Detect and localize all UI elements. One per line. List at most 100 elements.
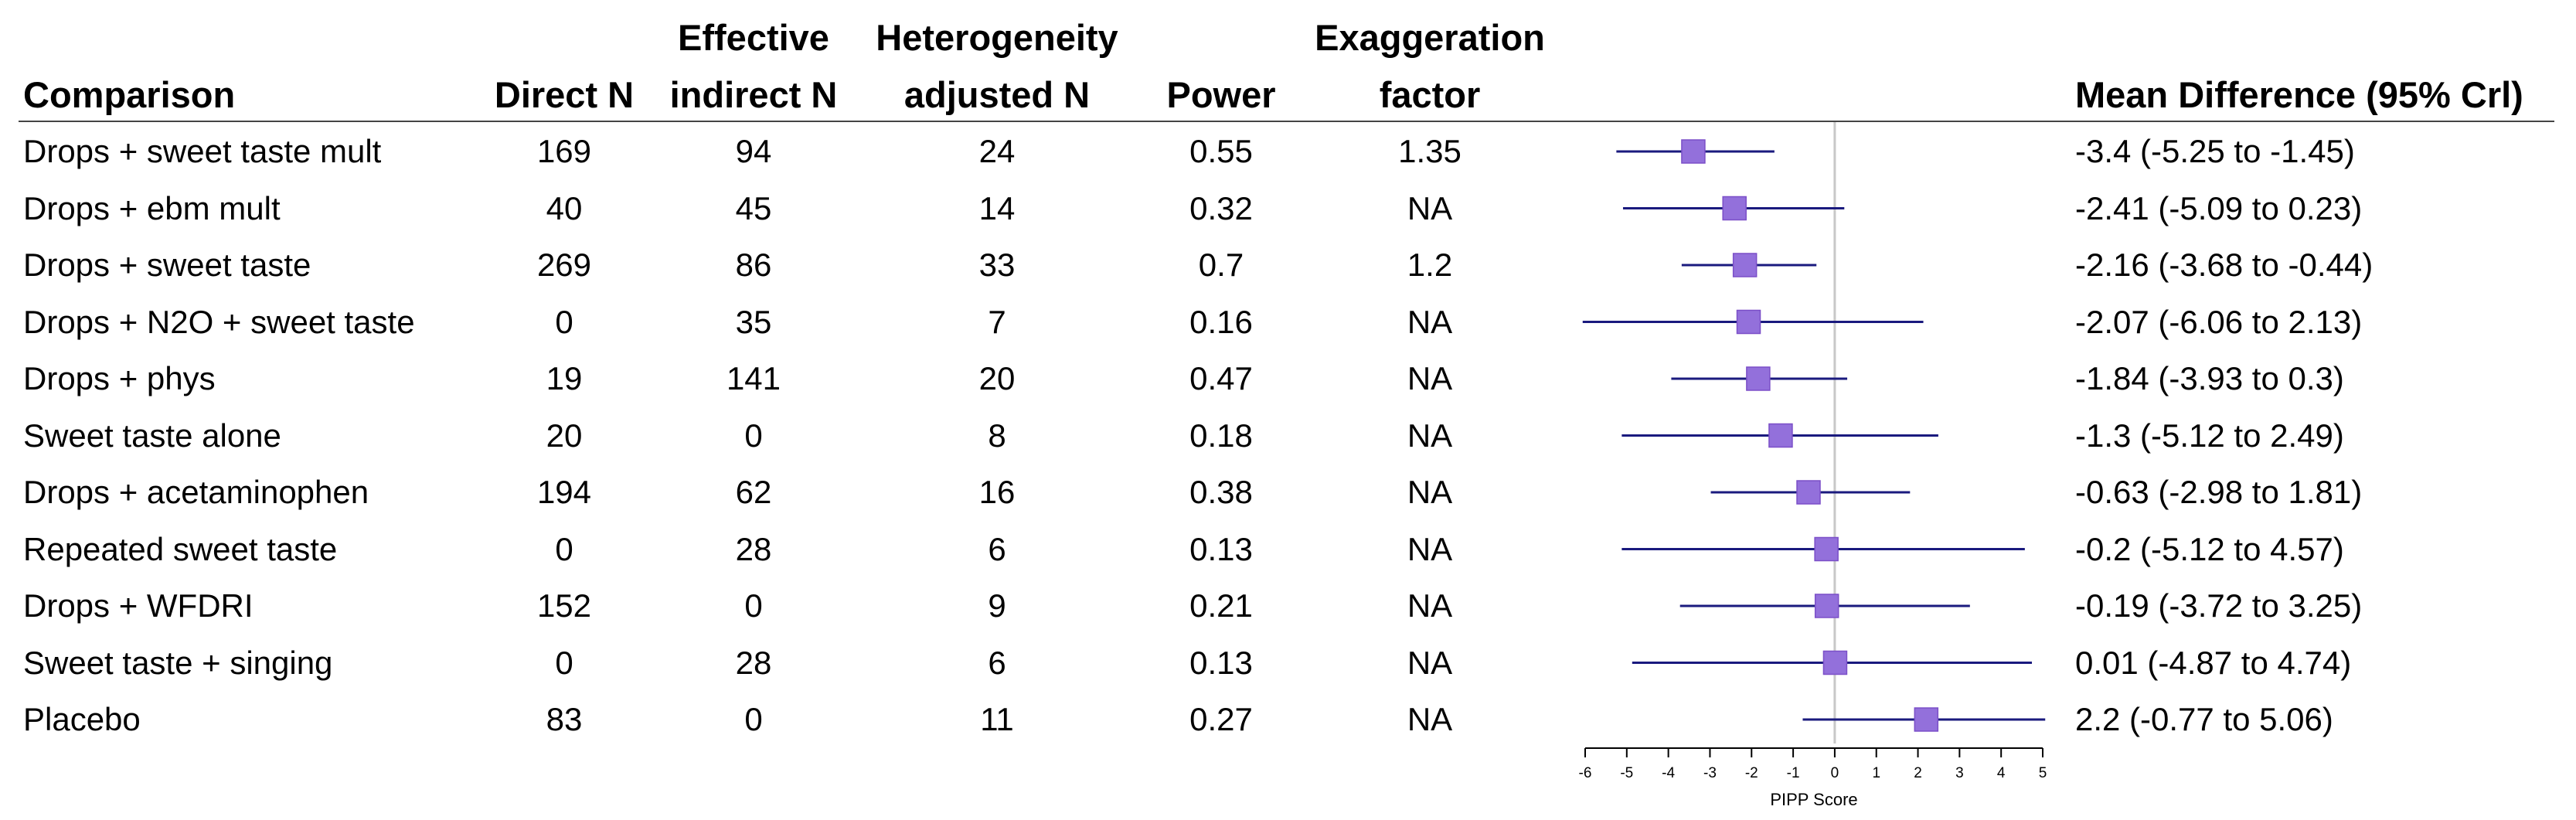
cell-heterogeneity-adjusted-n: 33: [978, 247, 1016, 283]
cell-exaggeration-factor: NA: [1407, 417, 1453, 454]
cell-effective-indirect-n: 35: [735, 303, 772, 340]
cell-effective-indirect-n: 141: [726, 360, 781, 396]
x-tick-label: 0: [1831, 765, 1839, 781]
cell-mean-difference: -1.3 (-5.12 to 2.49): [2075, 417, 2344, 454]
header-comparison: Comparison: [23, 74, 236, 115]
cell-effective-indirect-n: 94: [735, 133, 772, 169]
forest-marks: [1582, 139, 2046, 732]
cell-comparison: Drops + N2O + sweet taste: [23, 303, 415, 340]
header-effective-indirect-n: Effective indirect N: [657, 9, 850, 124]
estimate-marker: [1768, 423, 1793, 448]
cell-exaggeration-factor: 1.35: [1398, 133, 1462, 169]
x-tick-label: 3: [1955, 765, 1964, 781]
estimate-marker: [1736, 309, 1761, 335]
cell-mean-difference: -0.63 (-2.98 to 1.81): [2075, 474, 2363, 510]
header-power: Power: [1166, 74, 1276, 115]
cell-mean-difference: -0.2 (-5.12 to 4.57): [2075, 530, 2344, 567]
cell-power: 0.21: [1189, 587, 1253, 624]
cell-heterogeneity-adjusted-n: 6: [988, 644, 1006, 681]
cell-exaggeration-factor: 1.2: [1407, 247, 1453, 283]
cell-power: 0.13: [1189, 644, 1253, 681]
cell-heterogeneity-adjusted-n: 8: [988, 417, 1006, 454]
header-heterogeneity-line1: Heterogeneity: [876, 17, 1118, 58]
cell-heterogeneity-adjusted-n: 9: [988, 587, 1006, 624]
cell-exaggeration-factor: NA: [1407, 303, 1453, 340]
cell-direct-n: 0: [555, 303, 573, 340]
cell-exaggeration-factor: NA: [1407, 587, 1453, 624]
header-heterogeneity-adjusted-n: Heterogeneity adjusted N: [862, 9, 1132, 124]
cell-heterogeneity-adjusted-n: 7: [988, 303, 1006, 340]
cell-direct-n: 169: [536, 133, 592, 169]
x-tick-label: -1: [1787, 765, 1800, 781]
cell-effective-indirect-n: 62: [735, 474, 772, 510]
cell-effective-indirect-n: 0: [744, 587, 763, 624]
cell-exaggeration-factor: NA: [1407, 189, 1453, 226]
x-tick-label: -5: [1620, 765, 1633, 781]
estimate-marker: [1814, 594, 1839, 618]
cell-heterogeneity-adjusted-n: 14: [978, 189, 1016, 226]
cell-exaggeration-factor: NA: [1407, 474, 1453, 510]
cell-power: 0.27: [1189, 701, 1253, 737]
x-tick-label: -4: [1662, 765, 1675, 781]
cell-direct-n: 83: [546, 701, 583, 737]
cell-power: 0.16: [1189, 303, 1253, 340]
cell-power: 0.55: [1189, 133, 1253, 169]
cell-heterogeneity-adjusted-n: 16: [978, 474, 1016, 510]
x-axis: -6 -5 -4 -3 -2 -1 0 1 2 3 4 5 PIPP Score: [1579, 747, 2047, 809]
cell-mean-difference: 0.01 (-4.87 to 4.74): [2075, 644, 2352, 681]
header-mean-difference: Mean Difference (95% Crl): [2075, 74, 2523, 115]
cell-power: 0.18: [1189, 417, 1253, 454]
x-tick-label: 4: [1997, 765, 2006, 781]
header-heterogeneity-line2: adjusted N: [903, 74, 1091, 115]
cell-direct-n: 269: [536, 247, 592, 283]
cell-mean-difference: -2.41 (-5.09 to 0.23): [2075, 189, 2363, 226]
cell-heterogeneity-adjusted-n: 20: [978, 360, 1016, 396]
cell-effective-indirect-n: 28: [735, 644, 772, 681]
x-tick-label: -6: [1579, 765, 1592, 781]
cell-comparison: Drops + phys: [23, 360, 216, 396]
x-tick-label: 5: [2039, 765, 2047, 781]
cell-mean-difference: -0.19 (-3.72 to 3.25): [2075, 587, 2363, 624]
cell-power: 0.38: [1189, 474, 1253, 510]
header-effective-indirect-n-line2: indirect N: [669, 74, 838, 115]
cell-exaggeration-factor: NA: [1407, 701, 1453, 737]
cell-comparison: Placebo: [23, 701, 141, 737]
cell-comparison: Repeated sweet taste: [23, 530, 338, 567]
estimate-marker: [1746, 366, 1771, 391]
cell-effective-indirect-n: 0: [744, 417, 763, 454]
cell-effective-indirect-n: 0: [744, 701, 763, 737]
cell-comparison: Drops + acetaminophen: [23, 474, 369, 510]
cell-heterogeneity-adjusted-n: 11: [980, 701, 1014, 737]
estimate-marker: [1822, 650, 1848, 675]
cell-comparison: Sweet taste + singing: [23, 644, 333, 681]
cell-mean-difference: -3.4 (-5.25 to -1.45): [2075, 133, 2355, 169]
cell-exaggeration-factor: NA: [1407, 530, 1453, 567]
estimate-marker: [1681, 139, 1706, 164]
cell-mean-difference: 2.2 (-0.77 to 5.06): [2075, 701, 2333, 737]
cell-power: 0.47: [1189, 360, 1253, 396]
header-exaggeration-line1: Exaggeration: [1315, 17, 1545, 58]
x-tick-label: -2: [1745, 765, 1758, 781]
cell-effective-indirect-n: 45: [735, 189, 772, 226]
cell-mean-difference: -1.84 (-3.93 to 0.3): [2075, 360, 2344, 396]
estimate-marker: [1814, 536, 1839, 562]
header-exaggeration-factor: Exaggeration factor: [1298, 9, 1561, 124]
cell-effective-indirect-n: 28: [735, 530, 772, 567]
cell-direct-n: 20: [546, 417, 583, 454]
cell-mean-difference: -2.07 (-6.06 to 2.13): [2075, 303, 2363, 340]
header-direct-n: Direct N: [494, 74, 635, 115]
cell-comparison: Drops + sweet taste mult: [23, 133, 382, 169]
estimate-marker: [1732, 253, 1758, 277]
cell-power: 0.7: [1198, 247, 1244, 283]
cell-comparison: Drops + WFDRI: [23, 587, 254, 624]
cell-comparison: Sweet taste alone: [23, 417, 281, 454]
x-tick-label: 2: [1914, 765, 1922, 781]
cell-direct-n: 152: [536, 587, 592, 624]
cell-direct-n: 40: [546, 189, 583, 226]
cell-exaggeration-factor: NA: [1407, 360, 1453, 396]
x-tick-label: 1: [1872, 765, 1880, 781]
x-tick-label: -3: [1703, 765, 1717, 781]
header-effective-indirect-n-line1: Effective: [678, 17, 829, 58]
estimate-marker: [1914, 707, 1939, 732]
